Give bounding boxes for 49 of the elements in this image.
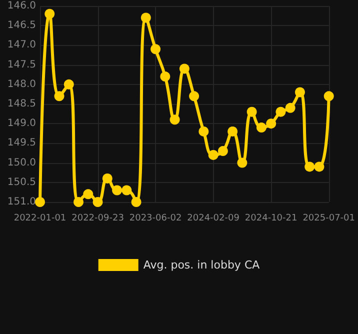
point xyxy=(228,126,238,136)
point xyxy=(304,162,315,172)
point xyxy=(314,162,324,172)
y-tick-label: 148.5 xyxy=(7,98,36,110)
x-tick-label: 2024-02-09 xyxy=(187,214,240,224)
point xyxy=(112,185,122,196)
y-tick-label: 147.0 xyxy=(7,40,36,51)
point xyxy=(150,44,161,54)
point xyxy=(35,197,45,207)
point xyxy=(122,185,132,196)
point xyxy=(131,197,142,207)
point xyxy=(237,158,248,168)
point xyxy=(324,91,334,102)
point xyxy=(266,118,276,129)
x-tick-label: 2023-06-02 xyxy=(129,214,182,224)
point xyxy=(276,106,286,117)
legend-label: Avg. pos. in lobby CA xyxy=(143,258,260,272)
point xyxy=(64,79,74,90)
point xyxy=(170,114,180,125)
y-tick-label: 147.5 xyxy=(7,59,36,70)
x-tick-label: 2025-07-01 xyxy=(302,214,356,224)
y-tick-label: 149.5 xyxy=(7,138,36,149)
point xyxy=(102,173,112,184)
point xyxy=(218,146,228,156)
point xyxy=(285,102,296,113)
y-tick-label: 150.5 xyxy=(7,176,36,188)
point xyxy=(256,122,266,133)
point xyxy=(179,64,190,74)
y-tick-label: 151.0 xyxy=(7,196,36,208)
y-tick-label: 146.0 xyxy=(7,0,36,12)
y-tick-label: 149.0 xyxy=(7,118,36,130)
point xyxy=(160,72,170,82)
point xyxy=(74,197,84,207)
point xyxy=(189,91,200,102)
y-tick-label: 150.0 xyxy=(7,157,36,168)
point xyxy=(294,87,305,98)
point xyxy=(208,150,218,160)
point xyxy=(44,8,55,19)
point xyxy=(246,106,257,117)
y-tick-label: 148.0 xyxy=(7,78,36,90)
point xyxy=(92,197,103,207)
x-tick-label: 2022-09-23 xyxy=(72,214,124,224)
point xyxy=(198,126,209,136)
y-tick-label: 146.5 xyxy=(7,20,36,32)
point xyxy=(54,91,64,102)
point xyxy=(140,12,151,23)
point xyxy=(83,189,94,200)
x-tick-label: 2024-10-21 xyxy=(244,214,298,224)
x-tick-label: 2022-01-01 xyxy=(14,214,66,224)
